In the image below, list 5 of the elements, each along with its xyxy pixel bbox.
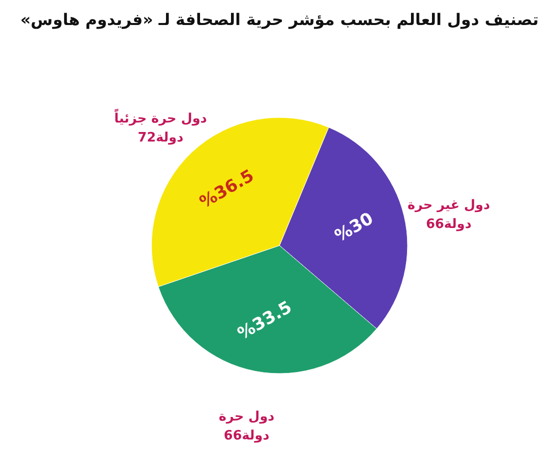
chart-title: تصنيف دول العالم بحسب مؤشر حرية الصحافة لـ «فريدوم هاوس» bbox=[20, 10, 539, 29]
slice-label: دول حرة 66دولة bbox=[218, 409, 275, 444]
data-label: %30 bbox=[332, 208, 377, 247]
slice-label: دول حرة جزئياً 72دولة bbox=[114, 108, 208, 146]
slice-label: دول غير حرة 66دولة bbox=[408, 198, 490, 232]
